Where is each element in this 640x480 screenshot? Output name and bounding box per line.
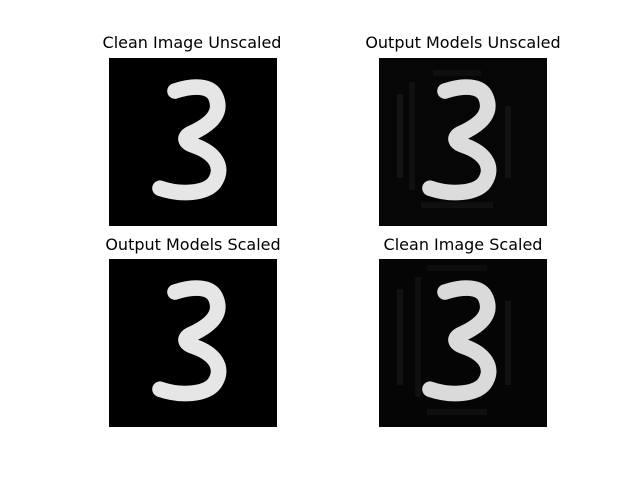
digit-three-graphic-2 — [109, 259, 277, 427]
panel-title-clean-scaled: Clean Image Scaled — [383, 235, 543, 254]
digit-image-output-unscaled — [379, 58, 547, 226]
digit-image-output-scaled — [109, 259, 277, 427]
digit-three-noisy-graphic-2 — [379, 259, 547, 427]
panel-title-output-unscaled: Output Models Unscaled — [365, 33, 561, 52]
panel-title-clean-unscaled: Clean Image Unscaled — [102, 33, 282, 52]
digit-three-graphic — [109, 58, 277, 226]
digit-image-clean-scaled — [379, 259, 547, 427]
digit-three-noisy-graphic — [379, 58, 547, 226]
digit-image-clean-unscaled — [109, 58, 277, 226]
panel-title-output-scaled: Output Models Scaled — [105, 235, 281, 254]
